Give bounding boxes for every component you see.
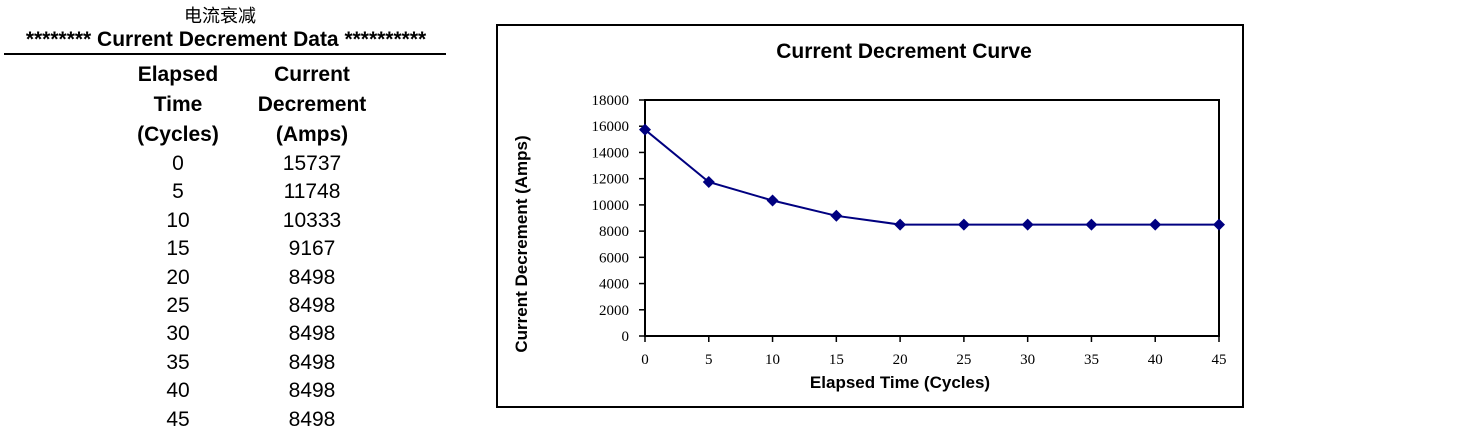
- data-point-diamond: [1021, 218, 1034, 231]
- cell-time: 5: [172, 180, 184, 204]
- column-header-line: Elapsed: [137, 63, 219, 86]
- data-point-diamond: [1149, 218, 1162, 231]
- cell-time: 20: [166, 265, 190, 289]
- column-header-elapsed-time: Elapsed Time (Cycles): [118, 60, 238, 150]
- table-row: 20 8498: [0, 264, 450, 292]
- y-tick-label: 4000: [599, 277, 629, 293]
- x-tick-label: 30: [1020, 352, 1035, 368]
- cell-amps: 8498: [288, 350, 336, 374]
- chart-frame: Current Decrement Curve Elapsed Time (Cy…: [496, 24, 1244, 408]
- table-row: 5 11748: [0, 178, 450, 206]
- column-header-line: (Cycles): [137, 123, 219, 146]
- y-tick-label: 8000: [599, 224, 629, 240]
- y-tick-label: 6000: [599, 250, 629, 266]
- column-header-current-decrement: Current Decrement (Amps): [242, 60, 382, 150]
- table-row: 25 8498: [0, 292, 450, 320]
- column-header-line: Time: [153, 93, 203, 116]
- cell-amps: 11748: [283, 180, 341, 204]
- data-point-diamond: [830, 209, 843, 222]
- cell-time: 30: [166, 322, 190, 346]
- y-tick-label: 14000: [592, 145, 630, 161]
- cell-amps: 15737: [282, 152, 342, 175]
- y-tick-label: 0: [622, 329, 630, 345]
- table-row: 30 8498: [0, 320, 450, 348]
- y-tick-label: 18000: [592, 93, 630, 109]
- x-tick-label: 45: [1212, 352, 1227, 368]
- y-tick-label: 10000: [592, 198, 630, 214]
- x-axis-label: Elapsed Time (Cycles): [810, 373, 990, 392]
- y-tick-label: 12000: [592, 172, 630, 188]
- chinese-title: 电流衰减: [184, 6, 256, 27]
- column-header-line: Current: [274, 63, 350, 86]
- x-tick-label: 0: [641, 352, 649, 368]
- data-point-diamond: [1213, 218, 1225, 231]
- data-point-diamond: [766, 194, 779, 207]
- cell-time: 15: [166, 237, 190, 261]
- x-tick-label: 5: [705, 352, 713, 368]
- cell-amps: 10333: [282, 208, 342, 232]
- chart-title: Current Decrement Curve: [776, 40, 1032, 63]
- table-body: 0 15737 5 11748 10 10333 15 9167 20 8498 25 84…: [0, 150, 450, 434]
- cell-amps: 8498: [288, 322, 336, 346]
- y-tick-label: 16000: [592, 119, 630, 135]
- y-tick-label: 2000: [599, 303, 629, 319]
- x-tick-label: 10: [765, 352, 780, 368]
- series-line: [644, 128, 1219, 226]
- data-point-diamond: [894, 218, 907, 231]
- cell-time: 45: [166, 407, 190, 431]
- cell-time: 0: [172, 152, 184, 175]
- table-row: 35 8498: [0, 349, 450, 377]
- data-point-diamond: [1085, 218, 1098, 231]
- data-point-diamond: [702, 175, 715, 188]
- x-tick-label: 25: [956, 352, 971, 368]
- cell-time: 25: [166, 293, 190, 317]
- data-point-diamond: [957, 218, 970, 231]
- x-tick-label: 35: [1084, 352, 1099, 368]
- cell-amps: 9167: [288, 237, 336, 261]
- cell-amps: 8498: [288, 379, 336, 403]
- x-tick-label: 15: [829, 352, 844, 368]
- cell-time: 10: [166, 208, 190, 232]
- current-decrement-chart: Current Decrement Curve Elapsed Time (Cy…: [512, 40, 1227, 392]
- data-table-panel: 电流衰减 ******** Current Decrement Data ***…: [0, 0, 450, 440]
- table-row: 0 15737: [0, 150, 450, 178]
- x-tick-label: 20: [893, 352, 908, 368]
- y-axis-label: Current Decrement (Amps): [512, 135, 531, 352]
- cell-amps: 8498: [288, 407, 336, 431]
- x-tick-label: 40: [1148, 352, 1163, 368]
- title-underline: [4, 53, 446, 55]
- table-row: 45 8498: [0, 406, 450, 434]
- cell-time: 35: [166, 350, 190, 374]
- cell-time: 40: [166, 379, 190, 403]
- table-title: ******** Current Decrement Data ********…: [25, 28, 427, 51]
- table-row: 10 10333: [0, 207, 450, 235]
- table-row: 15 9167: [0, 235, 450, 263]
- data-point-diamond: [639, 123, 651, 136]
- plot-area: [644, 99, 1220, 337]
- column-header-line: (Amps): [275, 123, 349, 146]
- cell-amps: 8498: [288, 265, 336, 289]
- column-header-line: Decrement: [257, 93, 367, 116]
- table-row: 40 8498: [0, 377, 450, 405]
- cell-amps: 8498: [288, 293, 336, 317]
